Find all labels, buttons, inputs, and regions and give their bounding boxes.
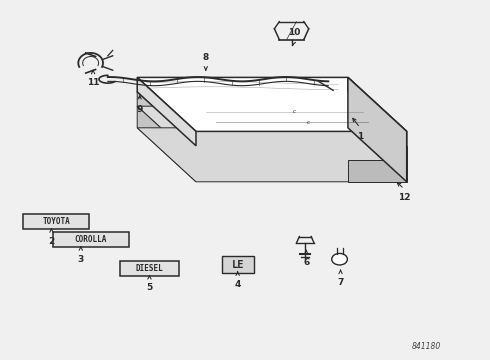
Text: LE: LE (231, 260, 244, 270)
FancyBboxPatch shape (24, 214, 89, 229)
Text: 7: 7 (337, 278, 344, 287)
FancyBboxPatch shape (221, 256, 254, 273)
Polygon shape (348, 146, 407, 160)
Text: TOYOTA: TOYOTA (43, 217, 70, 226)
Text: 1: 1 (357, 132, 363, 141)
Text: 6: 6 (303, 258, 309, 267)
Polygon shape (348, 77, 407, 182)
Text: 2: 2 (49, 237, 54, 246)
Text: 8: 8 (203, 53, 209, 62)
Text: c: c (293, 109, 295, 114)
Polygon shape (137, 77, 407, 131)
Text: 3: 3 (78, 255, 84, 264)
Polygon shape (348, 77, 407, 146)
Text: COROLLA: COROLLA (74, 235, 107, 244)
Polygon shape (137, 106, 407, 160)
FancyBboxPatch shape (53, 232, 128, 247)
Text: 4: 4 (234, 280, 241, 289)
Polygon shape (137, 92, 196, 160)
Polygon shape (137, 77, 196, 146)
Polygon shape (137, 128, 407, 182)
FancyBboxPatch shape (120, 261, 179, 276)
Text: 5: 5 (147, 283, 152, 292)
Polygon shape (137, 106, 196, 182)
Text: 11: 11 (87, 78, 99, 87)
Text: 9: 9 (136, 105, 143, 114)
Circle shape (332, 253, 347, 265)
Polygon shape (348, 160, 407, 182)
Text: 10: 10 (288, 28, 300, 37)
Polygon shape (137, 92, 407, 146)
Text: c: c (307, 120, 310, 125)
Text: DIESEL: DIESEL (136, 264, 163, 273)
Text: 12: 12 (398, 193, 411, 202)
Text: 841180: 841180 (412, 342, 441, 351)
